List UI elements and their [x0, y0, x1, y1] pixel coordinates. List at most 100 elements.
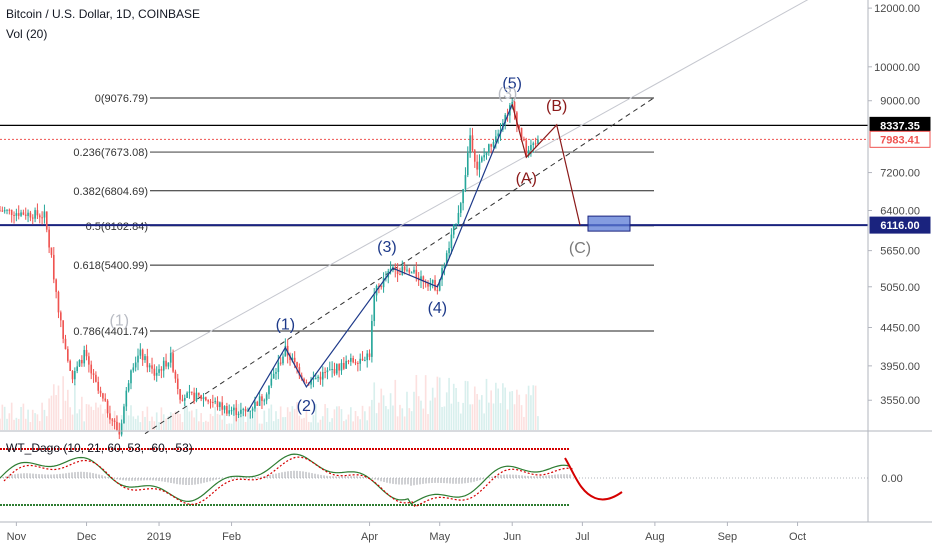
volume-bar: [81, 396, 83, 430]
volume-bar: [399, 404, 401, 430]
price-tag-label: 8337.35: [880, 120, 920, 132]
candle-body: [55, 279, 57, 292]
candle-body: [431, 280, 434, 284]
candle-body: [314, 378, 317, 380]
dashed-trendline: [144, 96, 656, 435]
candle-body: [6, 209, 8, 211]
candle-body: [127, 383, 130, 391]
candle-body: [90, 364, 93, 374]
volume-bar: [326, 408, 329, 430]
candle-body: [532, 143, 535, 146]
volume-bar: [1, 404, 4, 430]
volume-bar: [525, 394, 528, 430]
candle-body: [380, 286, 383, 288]
osc-histogram: [2, 470, 571, 486]
volume-bar: [167, 416, 170, 430]
candle-body: [76, 366, 79, 371]
volume-bar: [352, 421, 354, 430]
volume-bar: [76, 413, 79, 430]
volume-bar: [324, 404, 326, 430]
volume-bar: [443, 406, 446, 430]
corrective-wave-label: (B): [546, 98, 567, 115]
volume-bar: [88, 404, 90, 430]
volume-bar: [382, 395, 385, 430]
volume-bar: [530, 395, 532, 430]
volume-bar: [464, 380, 467, 430]
candle-body: [174, 371, 177, 379]
candle-body: [249, 410, 252, 412]
volume-bar: [275, 411, 277, 430]
candle-body: [261, 396, 263, 401]
volume-bar: [17, 418, 20, 430]
candle-body: [340, 362, 343, 371]
candle-body: [179, 389, 181, 400]
candle-body: [483, 155, 485, 158]
candle-body: [490, 144, 492, 147]
candle-body: [176, 378, 179, 390]
target-zone: [587, 215, 631, 232]
volume-bar: [249, 410, 252, 430]
candle-body: [202, 397, 205, 400]
candle-body: [169, 353, 172, 363]
y-tick-label: 10000.00: [874, 62, 920, 74]
candle-body: [305, 382, 308, 384]
corrective-wave-label: (C): [569, 240, 591, 257]
volume-bar: [172, 413, 174, 430]
volume-bar: [146, 406, 149, 430]
volume-bar: [134, 418, 137, 430]
volume-bar: [389, 393, 392, 430]
volume-bar: [183, 402, 186, 430]
candle-body: [181, 399, 184, 401]
candle-body: [534, 143, 537, 145]
candle-body: [221, 402, 224, 410]
volume-bar: [139, 422, 142, 430]
candle-body: [59, 312, 62, 321]
volume-bar: [312, 415, 315, 430]
volume-bar: [422, 408, 425, 430]
volume-bar: [368, 406, 371, 430]
volume-bar: [130, 405, 132, 430]
candle-body: [480, 157, 483, 162]
candle-body: [226, 406, 228, 414]
candle-body: [160, 369, 163, 371]
volume-bar: [509, 391, 511, 430]
candle-body: [3, 210, 6, 212]
candle-body: [364, 360, 366, 362]
volume-bar: [132, 416, 135, 430]
x-tick-label: Sep: [718, 531, 738, 543]
fib-label: 0.382(6804.69): [73, 186, 148, 198]
volume-bar: [457, 401, 460, 430]
price-tag: [869, 130, 931, 148]
volume-bar: [20, 406, 22, 430]
candle-body: [448, 248, 450, 254]
candle-body: [214, 401, 216, 403]
volume-bar: [417, 396, 420, 430]
volume-bar: [261, 423, 263, 430]
candle-body: [165, 360, 167, 367]
candle-body: [450, 234, 453, 249]
volume-bar: [471, 404, 474, 430]
candle-body: [415, 269, 418, 278]
candle-body: [277, 362, 280, 372]
volume-bar: [155, 412, 158, 430]
volume-bar: [506, 409, 509, 430]
volume-bar: [410, 411, 413, 430]
volume-bar: [64, 400, 67, 430]
candle-body: [406, 269, 408, 271]
volume-bar: [413, 391, 415, 430]
impulse-wave-path: [247, 104, 513, 412]
volume-bar: [74, 384, 76, 430]
candle-body: [146, 356, 149, 368]
volume-bar: [502, 383, 504, 430]
volume-bar: [488, 402, 490, 430]
volume-bar: [22, 403, 25, 430]
candle-body: [38, 215, 41, 218]
candle-body: [357, 362, 359, 364]
volume-bar: [50, 395, 53, 430]
candle-body: [520, 127, 523, 139]
candle-body: [518, 125, 521, 128]
volume-bar: [176, 413, 179, 430]
corrective-wave-label: (A): [516, 170, 537, 187]
volume-bar: [242, 411, 245, 430]
